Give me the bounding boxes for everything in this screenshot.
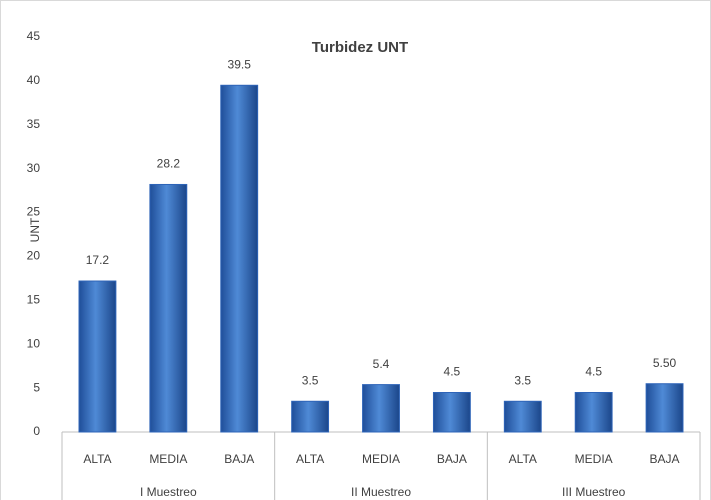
y-tick-label: 20 (27, 249, 41, 263)
bar (432, 392, 471, 433)
y-tick-label: 30 (27, 161, 41, 175)
x-tick-label: MEDIA (575, 452, 613, 466)
bar (503, 400, 542, 433)
data-label: 39.5 (228, 57, 252, 71)
y-tick-label: 35 (27, 117, 41, 131)
bar (291, 400, 330, 433)
data-label: 5.4 (373, 357, 390, 371)
bar (78, 280, 117, 433)
y-tick-label: 25 (27, 205, 41, 219)
y-axis-label: UNT (28, 217, 42, 242)
y-tick-label: 15 (27, 293, 41, 307)
bar (645, 383, 684, 433)
data-label: 5.50 (653, 356, 677, 370)
group-label: I Muestreo (140, 485, 197, 499)
bar (574, 392, 613, 433)
x-tick-label: BAJA (650, 452, 680, 466)
data-label: 17.2 (86, 253, 110, 267)
data-label: 3.5 (514, 373, 531, 387)
x-tick-label: ALTA (83, 452, 111, 466)
x-tick-label: BAJA (437, 452, 467, 466)
x-tick-label: ALTA (296, 452, 324, 466)
bar (362, 384, 400, 433)
data-label: 4.5 (444, 365, 461, 379)
group-label: II Muestreo (351, 485, 411, 499)
data-label: 4.5 (585, 365, 602, 379)
y-tick-label: 40 (27, 73, 41, 87)
x-tick-label: BAJA (224, 452, 254, 466)
bar (149, 183, 188, 433)
chart-title: Turbidez UNT (312, 39, 408, 56)
y-tick-label: 5 (33, 380, 40, 394)
x-tick-label: MEDIA (362, 452, 400, 466)
y-tick-label: 10 (27, 336, 41, 350)
data-label: 3.5 (302, 373, 319, 387)
y-tick-label: 0 (33, 424, 40, 438)
data-label: 28.2 (157, 157, 181, 171)
x-tick-label: MEDIA (149, 452, 187, 466)
group-label: III Muestreo (562, 485, 626, 499)
y-tick-label: 45 (27, 29, 41, 43)
x-tick-label: ALTA (509, 452, 537, 466)
bar (220, 84, 259, 433)
